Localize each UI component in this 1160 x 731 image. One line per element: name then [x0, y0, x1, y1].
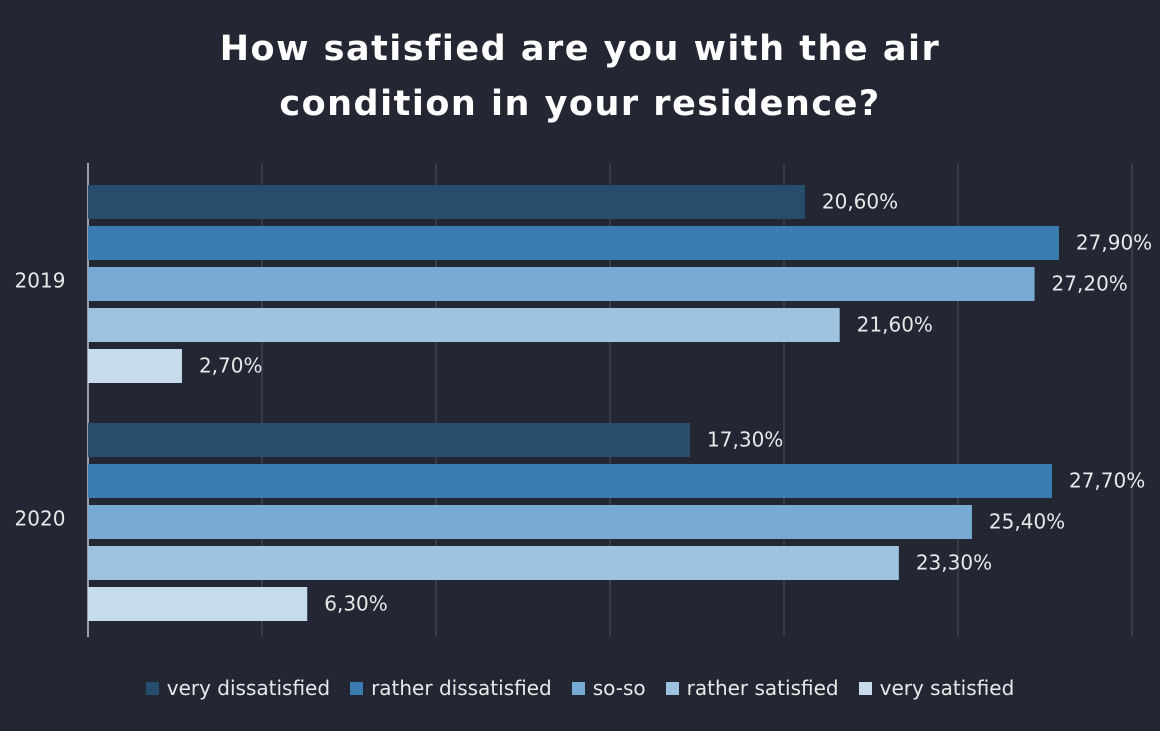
- legend-item: very dissatisfied: [145, 676, 331, 700]
- legend: very dissatisfied rather dissatisfied so-s…: [0, 676, 1160, 700]
- data-label: 27,70%: [1069, 469, 1145, 493]
- bar: [88, 226, 1059, 260]
- legend-swatch: [145, 681, 159, 695]
- chart-title: How satisfied are you with the air condi…: [219, 29, 941, 124]
- legend-label: very satisfied: [879, 676, 1015, 700]
- data-label: 2,70%: [199, 354, 263, 378]
- bar: [88, 349, 182, 383]
- bar: [88, 185, 805, 219]
- legend-item: so-so: [571, 676, 646, 700]
- data-label: 17,30%: [707, 428, 783, 452]
- legend-item: rather dissatisfied: [350, 676, 552, 700]
- data-label: 23,30%: [916, 551, 992, 575]
- bar: [88, 546, 899, 580]
- bar: [88, 587, 308, 621]
- legend-swatch: [350, 681, 364, 695]
- data-label: 27,90%: [1076, 231, 1152, 255]
- bar: [88, 423, 691, 457]
- legend-label: rather satisfied: [686, 676, 839, 700]
- bar: [88, 308, 840, 342]
- data-label: 25,40%: [989, 510, 1065, 534]
- data-label: 20,60%: [822, 190, 898, 214]
- y-tick-label: 2020: [15, 507, 66, 531]
- data-label: 21,60%: [857, 313, 933, 337]
- bar: [88, 464, 1052, 498]
- legend-label: rather dissatisfied: [371, 676, 552, 700]
- legend-item: very satisfied: [858, 676, 1015, 700]
- legend-swatch: [665, 681, 679, 695]
- bar: [88, 267, 1035, 301]
- legend-label: very dissatisfied: [166, 676, 331, 700]
- y-tick-label: 2019: [15, 269, 66, 293]
- legend-item: rather satisfied: [665, 676, 839, 700]
- data-label: 6,30%: [324, 592, 388, 616]
- legend-label: so-so: [592, 676, 646, 700]
- data-label: 27,20%: [1052, 272, 1128, 296]
- bar: [88, 505, 972, 539]
- legend-swatch: [858, 681, 872, 695]
- legend-swatch: [571, 681, 585, 695]
